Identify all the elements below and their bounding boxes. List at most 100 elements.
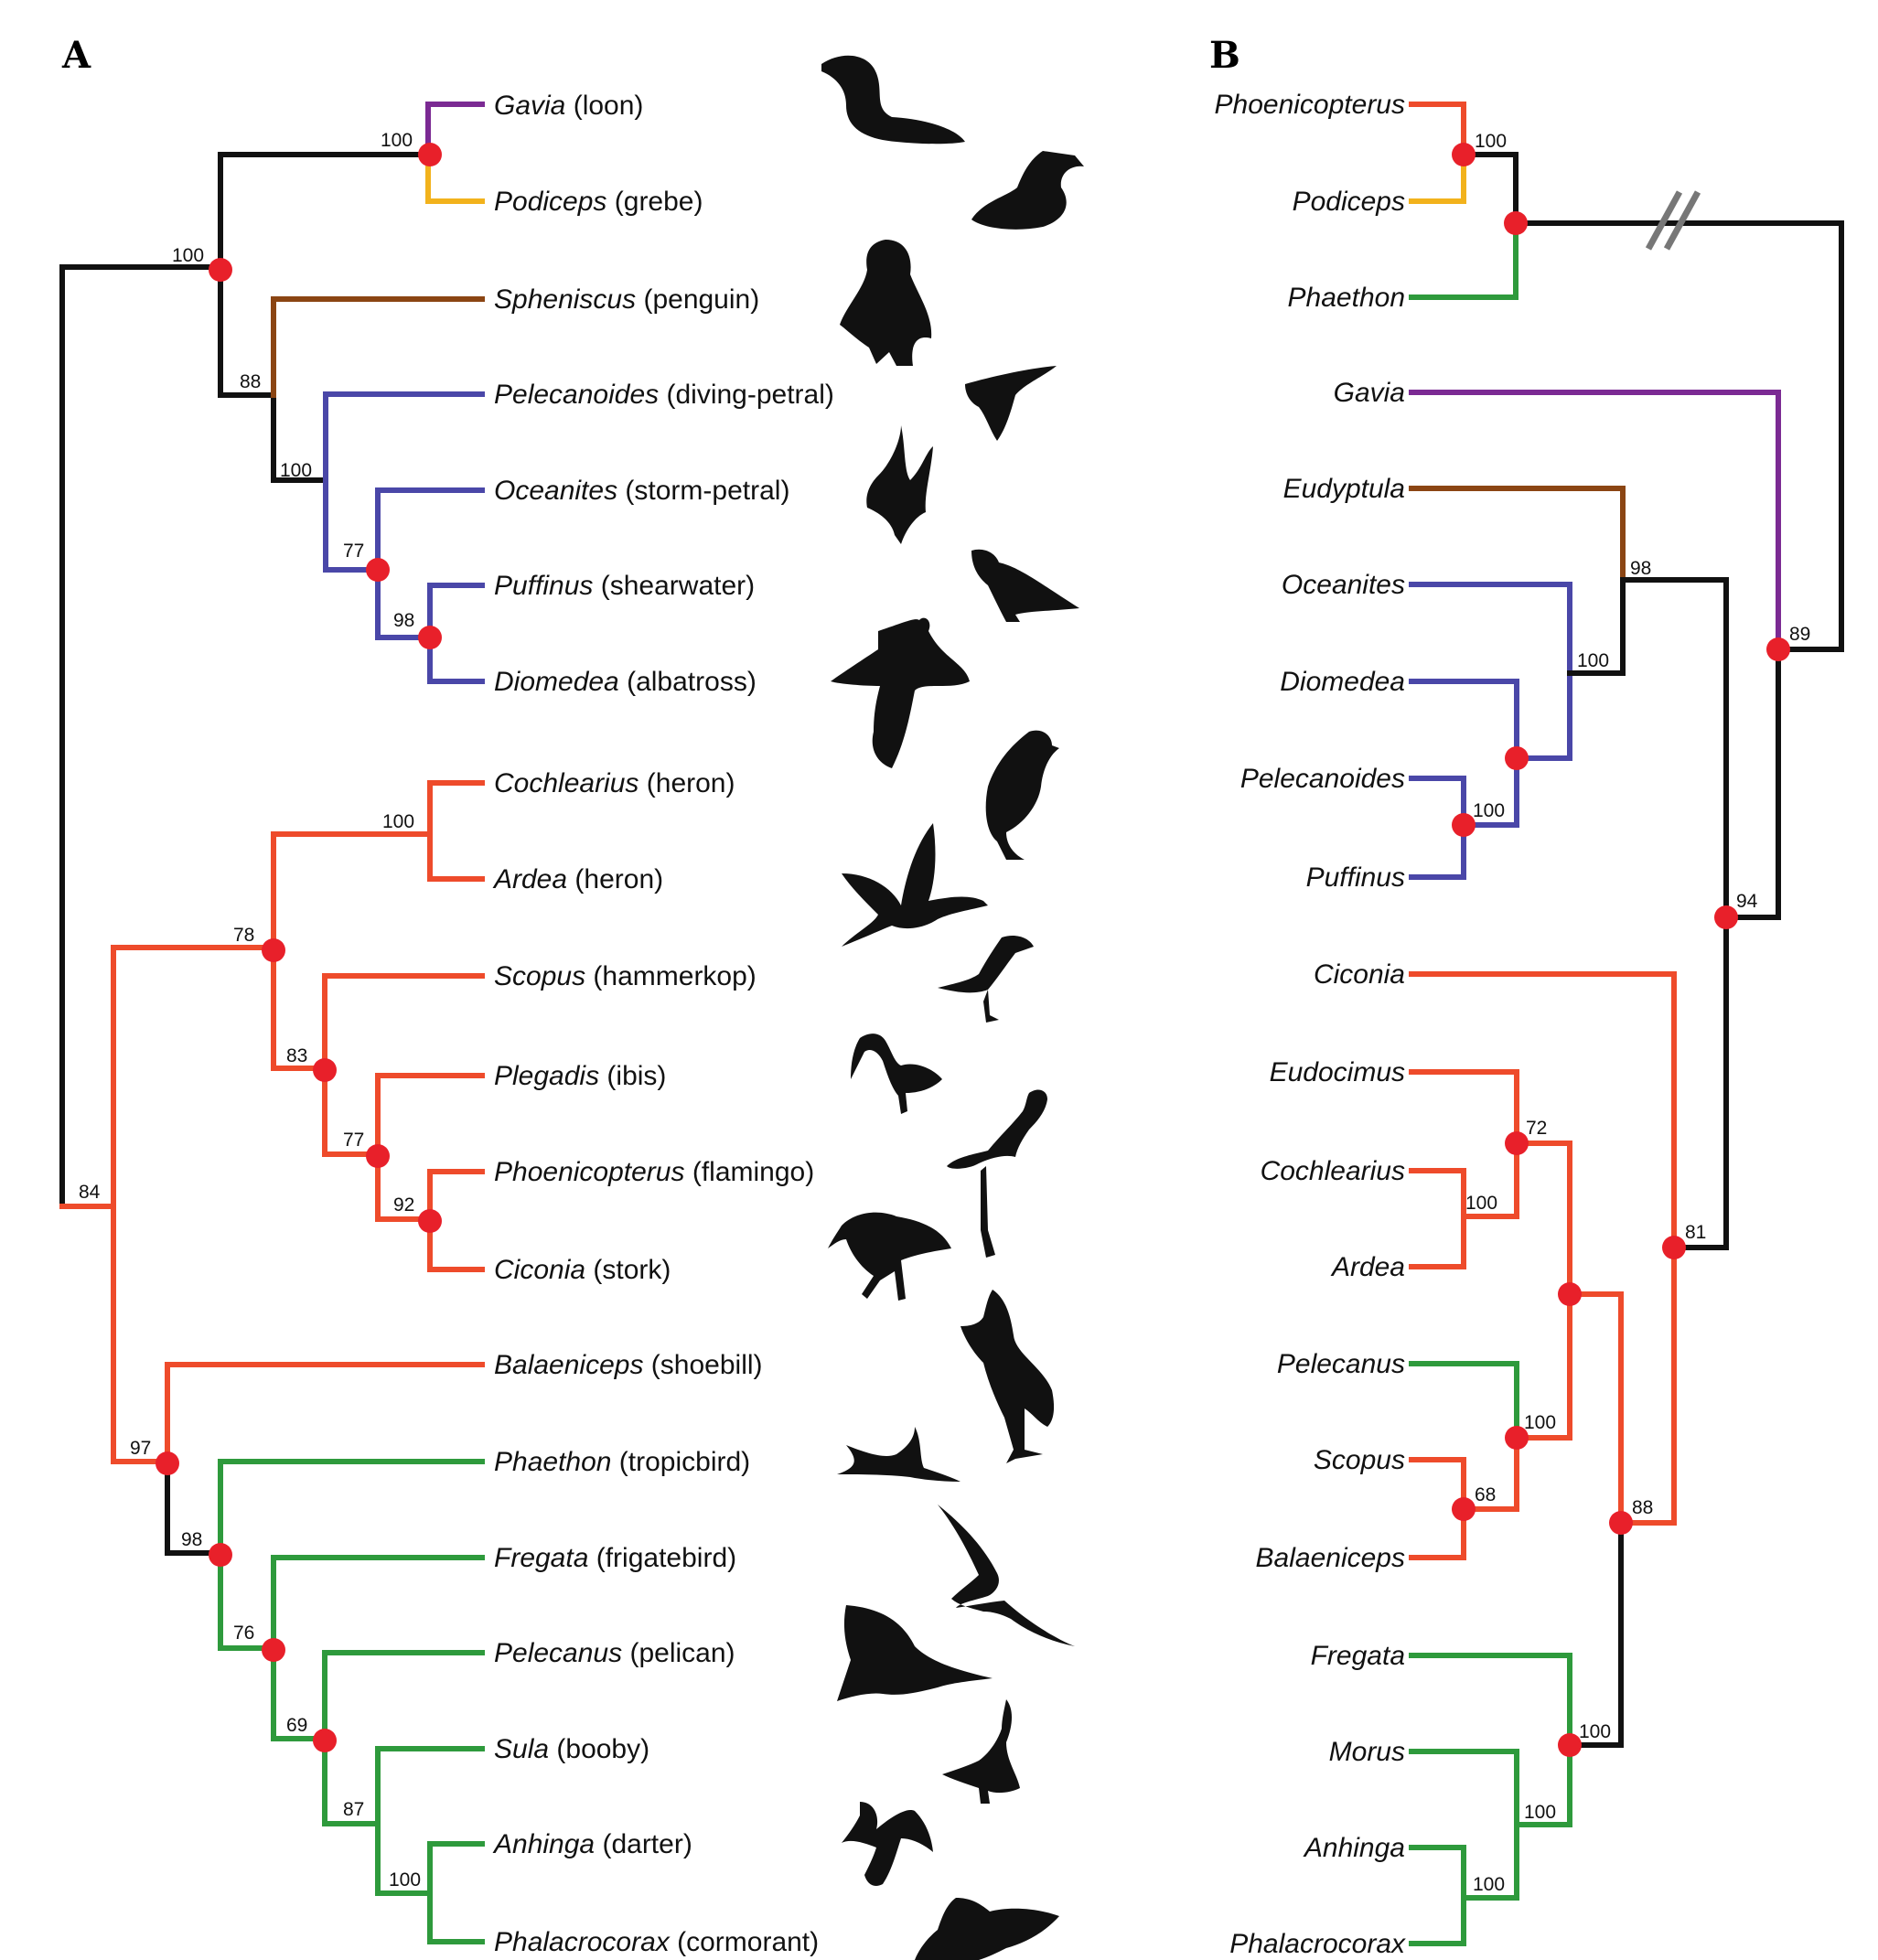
branch: [165, 1459, 223, 1556]
taxon-label: Podiceps: [1293, 187, 1405, 217]
taxon-label: Pelecanus (pelican): [494, 1638, 735, 1668]
node-marker: [418, 626, 442, 649]
support-value: 100: [1473, 1874, 1505, 1895]
taxon-label: Phaethon: [1288, 283, 1405, 313]
node-marker: [313, 1729, 337, 1752]
taxon-label: Pelecanoides (diving-petral): [494, 380, 834, 410]
bird-silhouettes: [821, 55, 1084, 1960]
branch: [1409, 971, 1677, 1250]
support-value: 100: [280, 460, 312, 481]
branch: [1409, 1069, 1519, 1146]
branch: [1514, 1291, 1572, 1441]
taxon-label: Ciconia: [1314, 959, 1405, 990]
support-value: 84: [79, 1182, 101, 1203]
node-marker: [1558, 1282, 1582, 1306]
branch: [1618, 1245, 1677, 1526]
branch: [1409, 582, 1572, 676]
panel-b-letter: B: [1209, 34, 1240, 77]
stork-icon: [828, 1212, 951, 1301]
branch: [271, 296, 485, 398]
branch: [375, 1746, 485, 1826]
support-value: 72: [1526, 1118, 1547, 1139]
branch: [427, 635, 485, 684]
branch: [1409, 1749, 1519, 1827]
node-marker: [366, 558, 390, 582]
support-value: 98: [393, 610, 414, 631]
support-value: 100: [1524, 1802, 1556, 1823]
flamingo-icon: [947, 1089, 1047, 1258]
panel-b-taxon-labels: Phoenicopterus Podiceps Phaethon Gavia E…: [1215, 90, 1406, 1959]
support-value: 87: [343, 1799, 364, 1820]
heron-perched-icon: [985, 730, 1059, 860]
node-marker: [1504, 211, 1528, 235]
branch: [1409, 1845, 1466, 1901]
support-value: 100: [382, 811, 414, 832]
taxon-label: Balaeniceps: [1256, 1543, 1405, 1573]
taxon-label: Cochlearius (heron): [494, 768, 735, 798]
taxon-label: Phaethon (tropicbird): [494, 1447, 750, 1477]
branch: [322, 1736, 381, 1826]
branch: [427, 780, 485, 837]
branch: [427, 1216, 485, 1272]
branch: [218, 264, 276, 398]
taxon-label: Eudyptula: [1283, 474, 1405, 504]
shoebill-icon: [960, 1290, 1055, 1463]
taxon-label: Sula (booby): [494, 1734, 649, 1764]
branch: [271, 831, 433, 950]
branch: [1409, 102, 1466, 157]
panel-a-letter: A: [61, 34, 91, 77]
branch: [1409, 1361, 1519, 1441]
branch: [1461, 1141, 1519, 1219]
branch: [1723, 647, 1781, 920]
taxon-label: Fregata: [1311, 1641, 1405, 1671]
albatross-icon: [831, 617, 970, 768]
branch: [1461, 1822, 1519, 1901]
branch: [427, 1841, 485, 1896]
penguin-icon: [840, 240, 932, 366]
support-value: 89: [1789, 624, 1810, 645]
node-marker: [1558, 1733, 1582, 1757]
branch: [1409, 1506, 1466, 1560]
support-value: 81: [1685, 1222, 1706, 1243]
branch: [1514, 1742, 1572, 1827]
support-value: 98: [181, 1529, 202, 1550]
branch: [427, 1169, 485, 1222]
diving-petrel-icon: [965, 366, 1057, 441]
taxon-label: Ardea (heron): [492, 864, 663, 894]
panel-b-support-values: 100 98 100 100 89 94 72 100 100 68 88 81…: [1465, 131, 1810, 1895]
ibis-icon: [851, 1034, 942, 1114]
taxon-label: Puffinus: [1306, 862, 1405, 893]
frigatebird-icon: [938, 1505, 1075, 1646]
branch: [375, 1151, 433, 1222]
taxon-label: Pelecanoides: [1240, 764, 1405, 794]
branch: [1409, 152, 1466, 204]
node-marker: [1505, 1426, 1529, 1450]
support-value: 100: [1475, 131, 1507, 152]
node-marker: [262, 938, 285, 962]
panel-b-branches: [1409, 102, 1844, 1946]
branch: [1409, 486, 1626, 583]
node-marker: [262, 1638, 285, 1662]
panel-a-branches: [59, 102, 485, 1944]
node-marker: [1505, 1131, 1529, 1155]
support-value: 100: [1577, 650, 1609, 671]
branch: [165, 1362, 485, 1464]
node-marker: [1609, 1511, 1633, 1535]
support-value: 100: [1524, 1412, 1556, 1433]
support-value: 100: [1465, 1193, 1497, 1214]
shearwater-icon: [971, 549, 1079, 622]
taxon-label: Gavia (loon): [494, 91, 643, 121]
branch: [375, 567, 433, 640]
support-value: 94: [1736, 891, 1758, 912]
support-value: 100: [172, 245, 204, 266]
taxon-label: Pelecanus: [1277, 1349, 1405, 1379]
branch: [427, 583, 485, 640]
branch: [425, 152, 485, 204]
taxon-label: Puffinus (shearwater): [494, 571, 755, 601]
branch: [271, 945, 327, 1071]
branch: [271, 392, 328, 483]
panel-b-nodes: [1452, 143, 1790, 1757]
taxon-label: Phalacrocorax (cormorant): [494, 1927, 819, 1957]
node-marker: [313, 1058, 337, 1082]
support-value: 100: [389, 1869, 421, 1890]
